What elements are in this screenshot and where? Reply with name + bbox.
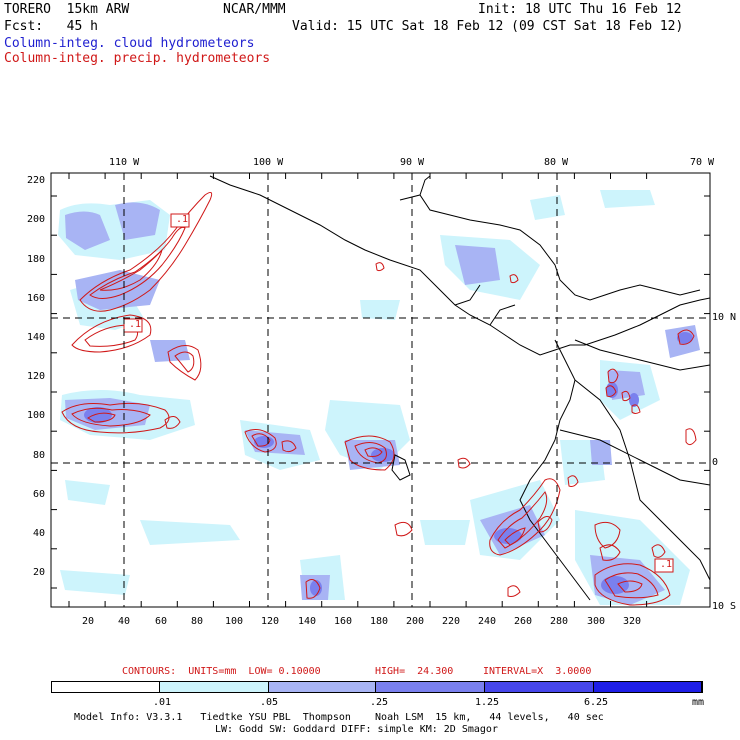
- x-tick-200: 200: [406, 616, 425, 627]
- x-tick-240: 240: [478, 616, 497, 627]
- x-tick-60: 60: [155, 616, 168, 627]
- y-tick-60: 60: [33, 489, 46, 500]
- field-label-cloud: Column-integ. cloud hydrometeors: [4, 36, 255, 51]
- map-frame: [50, 172, 711, 608]
- physics-info: LW: Godd SW: Goddard DIFF: simple KM: 2D…: [215, 724, 498, 735]
- contour-interval: INTERVAL=X 3.0000: [483, 666, 592, 677]
- y-tick-180: 180: [27, 254, 46, 265]
- y-tick-160: 160: [27, 293, 46, 304]
- org-label: NCAR/MMM: [223, 2, 286, 17]
- init-time: Init: 18 UTC Thu 16 Feb 12: [478, 2, 682, 17]
- legend-swatch-1: [160, 681, 269, 693]
- contour-units: CONTOURS: UNITS=mm LOW= 0.10000: [122, 666, 321, 677]
- y-tick-200: 200: [27, 214, 46, 225]
- model-title: TORERO 15km ARW: [4, 2, 130, 17]
- lon-label-90w: 90 W: [400, 157, 425, 168]
- lat-label-0: 0: [712, 457, 719, 468]
- valid-time: Valid: 15 UTC Sat 18 Feb 12 (09 CST Sat …: [292, 19, 684, 34]
- latlon-grid: [51, 173, 710, 607]
- x-tick-20: 20: [82, 616, 95, 627]
- lon-label-100w: 100 W: [253, 157, 284, 168]
- y-tick-40: 40: [33, 528, 46, 539]
- legend-swatch-2: [269, 681, 376, 693]
- lon-label-110w: 110 W: [109, 157, 140, 168]
- legend-swatch-0: [51, 681, 160, 693]
- x-tick-160: 160: [334, 616, 353, 627]
- x-tick-300: 300: [587, 616, 606, 627]
- legend-swatch-5: [594, 681, 703, 693]
- lat-label-10s: 10 S: [712, 601, 737, 612]
- x-tick-260: 260: [514, 616, 533, 627]
- x-tick-280: 280: [550, 616, 569, 627]
- contour-label-boxes: [123, 213, 674, 573]
- x-tick-40: 40: [118, 616, 131, 627]
- x-tick-100: 100: [225, 616, 244, 627]
- lon-label-80w: 80 W: [544, 157, 569, 168]
- legend-unit: mm: [692, 697, 705, 708]
- y-tick-80: 80: [33, 450, 46, 461]
- model-info: Model Info: V3.3.1 Tiedtke YSU PBL Thomp…: [74, 712, 604, 723]
- legend-swatch-4: [485, 681, 594, 693]
- contour-label-2: .1: [129, 319, 142, 330]
- contour-high: HIGH= 24.300: [375, 666, 454, 677]
- y-tick-20: 20: [33, 567, 46, 578]
- legend-label-1: .05: [260, 697, 279, 708]
- legend-label-0: .01: [153, 697, 172, 708]
- x-tick-120: 120: [261, 616, 280, 627]
- legend-label-4: 6.25: [584, 697, 609, 708]
- y-tick-220: 220: [27, 175, 46, 186]
- legend-swatch-3: [376, 681, 485, 693]
- axis-tick-marks: [51, 173, 710, 607]
- field-label-precip: Column-integ. precip. hydrometeors: [4, 51, 271, 66]
- precip-contours: [61, 191, 697, 606]
- legend-label-3: 1.25: [475, 697, 500, 708]
- legend-label-2: .25: [370, 697, 389, 708]
- x-tick-140: 140: [298, 616, 317, 627]
- lat-label-10n: 10 N: [712, 312, 737, 323]
- legend-border: [51, 681, 702, 693]
- x-tick-220: 220: [442, 616, 461, 627]
- forecast-hour: Fcst: 45 h: [4, 19, 98, 34]
- contour-label-1: .1: [176, 214, 189, 225]
- x-tick-180: 180: [370, 616, 389, 627]
- x-tick-320: 320: [623, 616, 642, 627]
- x-tick-80: 80: [191, 616, 204, 627]
- contour-label-3: .1: [660, 559, 673, 570]
- lon-label-70w: 70 W: [690, 157, 715, 168]
- y-tick-100: 100: [27, 410, 46, 421]
- y-tick-140: 140: [27, 332, 46, 343]
- y-tick-120: 120: [27, 371, 46, 382]
